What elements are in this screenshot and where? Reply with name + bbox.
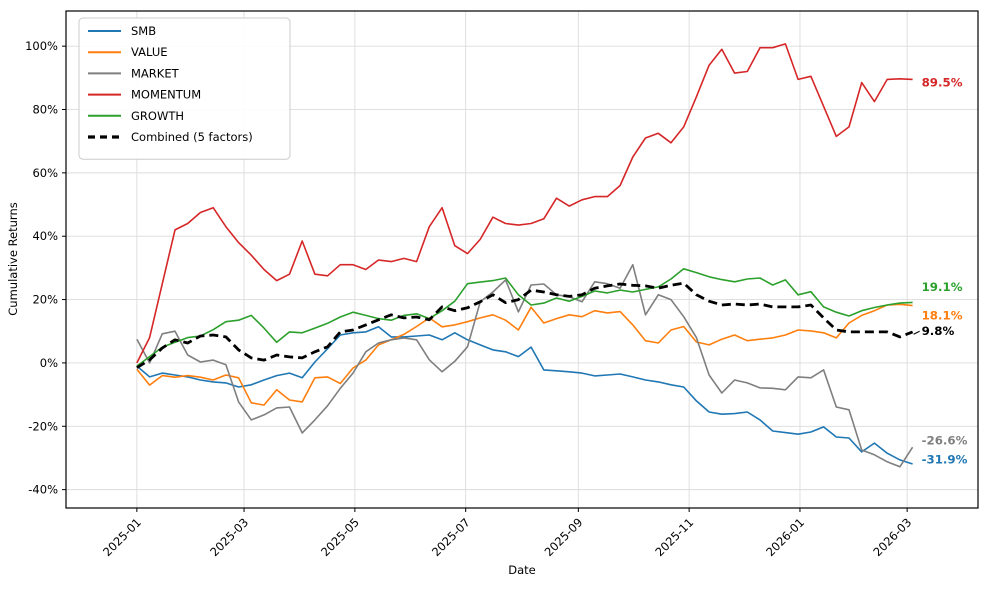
x-tick-label: 2025-01 <box>100 515 144 559</box>
x-axis-title: Date <box>508 563 536 577</box>
series-line-smb <box>136 326 913 465</box>
y-tick-label: 0% <box>40 356 58 370</box>
series-line-value <box>136 303 913 406</box>
y-tick-label: 40% <box>32 229 58 243</box>
series-line-growth <box>136 268 913 367</box>
y-tick-label: -20% <box>28 419 58 433</box>
x-tick-label: 2026-03 <box>870 515 914 559</box>
final-value-label: 9.8% <box>922 324 955 338</box>
legend-label: SMB <box>131 24 156 38</box>
final-value-label: 19.1% <box>922 280 963 294</box>
annotation-leader-line <box>913 330 920 335</box>
final-value-label: 89.5% <box>922 76 963 90</box>
y-tick-label: 80% <box>32 103 58 117</box>
y-tick-label: 20% <box>32 293 58 307</box>
x-tick-label: 2025-09 <box>542 515 586 559</box>
y-tick-label: -40% <box>28 483 58 497</box>
final-value-label: -26.6% <box>922 434 968 448</box>
y-tick-label: 100% <box>25 39 58 53</box>
legend-box <box>78 17 291 160</box>
x-tick-label: 2026-01 <box>763 515 807 559</box>
x-tick-label: 2025-07 <box>429 515 473 559</box>
series-line-market <box>136 263 914 468</box>
final-value-label: 18.1% <box>922 308 963 322</box>
x-tick-label: 2025-03 <box>207 515 251 559</box>
legend-label: MOMENTUM <box>131 88 201 102</box>
y-tick-label: 60% <box>32 166 58 180</box>
plot-border <box>65 10 979 509</box>
final-value-label: -31.9% <box>922 453 968 467</box>
legend-label: MARKET <box>131 66 180 80</box>
x-tick-label: 2025-05 <box>318 515 362 559</box>
legend-label: GROWTH <box>131 109 184 123</box>
y-axis-title: Cumulative Returns <box>6 202 20 315</box>
series-line-combined-5-factors- <box>136 281 914 369</box>
legend-label: Combined (5 factors) <box>131 130 253 144</box>
series-line-momentum <box>136 43 913 364</box>
x-tick-label: 2025-11 <box>652 515 696 559</box>
legend-label: VALUE <box>131 45 168 59</box>
